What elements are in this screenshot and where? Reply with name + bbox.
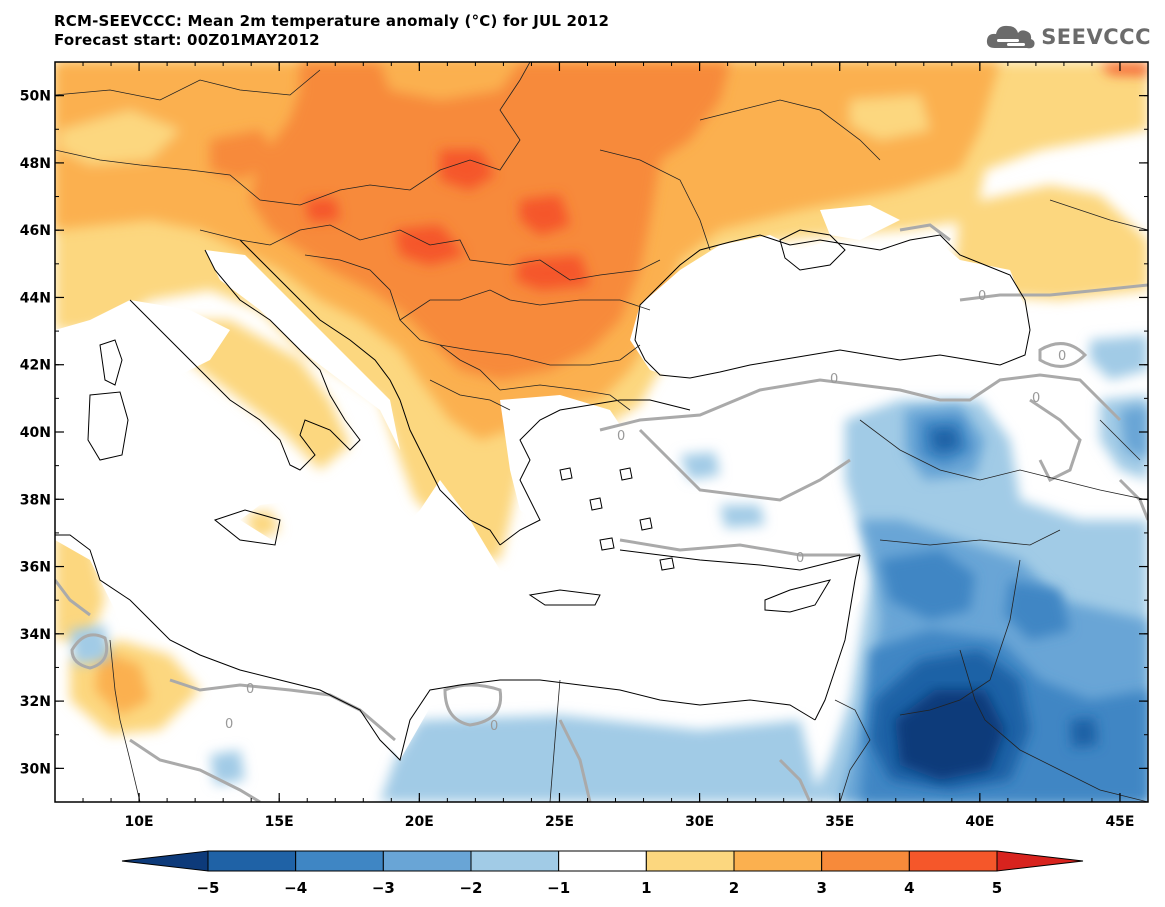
contour-labels: 0 0 0 0 0 0 0 0 0 [225,289,1066,734]
lat-tick-label: 36N [20,560,51,576]
lon-tick-label: 10E [125,814,154,830]
colorbar-label: 4 [904,879,914,897]
lat-tick-label: 40N [20,425,51,441]
colorbar-segment [558,850,647,872]
lon-tick-label: 35E [825,814,854,830]
map-title: RCM-SEEVCCC: Mean 2m temperature anomaly… [54,12,609,50]
contour-label: 0 [225,717,233,732]
lat-tick-label: 44N [20,290,51,306]
lon-tick-label: 25E [545,814,574,830]
lat-tick-label: 30N [20,761,51,777]
country-borders [55,62,1148,802]
longitude-axis: 10E 15E 20E 25E 30E 35E 40E 45E [54,62,1149,830]
lat-tick-label: 42N [20,358,51,374]
colorbar-segment [470,850,560,872]
colorbar-segment [908,850,998,872]
colorbar: −5 −4 −3 −2 −1 1 2 3 4 5 [121,850,1084,897]
colorbar-label: −4 [284,879,307,897]
contour-label: 0 [978,289,986,304]
lon-tick-label: 30E [685,814,714,830]
colorbar-label: 3 [816,879,826,897]
lat-tick-label: 34N [20,627,51,643]
colorbar-label: −2 [459,879,482,897]
colorbar-high-arrow [996,850,1084,872]
title-line-1: RCM-SEEVCCC: Mean 2m temperature anomaly… [54,12,610,30]
contour-label: 0 [796,551,804,566]
contour-label: 0 [490,719,498,734]
lat-tick-label: 38N [20,492,51,508]
zero-contours [55,223,1148,802]
lat-tick-label: 50N [20,89,51,105]
contour-label: 0 [1058,349,1066,364]
colorbar-label: 2 [729,879,739,897]
contour-label: 0 [1032,391,1040,406]
lon-tick-label: 40E [965,814,994,830]
colorbar-label: 1 [641,879,651,897]
colorbar-segment [733,850,823,872]
coastlines [55,229,1031,761]
colorbar-label: −1 [547,879,570,897]
lon-tick-label: 15E [265,814,294,830]
colorbar-label: −5 [196,879,219,897]
lon-tick-label: 20E [405,814,434,830]
colorbar-label: −3 [372,879,395,897]
colorbar-segment [295,850,384,872]
colorbar-segment [207,850,297,872]
colorbar-segment [821,850,910,872]
contour-label: 0 [246,682,254,697]
colorbar-segment [382,850,472,872]
sea-areas [55,205,1030,760]
colorbar-label: 5 [992,879,1002,897]
contour-label: 0 [830,372,838,387]
lat-tick-label: 48N [20,156,51,172]
lat-tick-label: 46N [20,223,51,239]
logo-text: SEEVCCC [1041,25,1151,49]
title-line-2: Forecast start: 00Z01MAY2012 [54,31,320,49]
lon-tick-label: 45E [1105,814,1134,830]
cloud-icon [987,25,1035,49]
seevccc-logo: SEEVCCC [985,22,1151,52]
colorbar-segment [645,850,735,872]
contour-label: 0 [617,429,625,444]
latitude-axis: 50N 48N 46N 44N 42N 40N 38N 36N 34N 32N 30N [20,61,1148,803]
colorbar-low-arrow [121,850,209,872]
lat-tick-label: 32N [20,694,51,710]
